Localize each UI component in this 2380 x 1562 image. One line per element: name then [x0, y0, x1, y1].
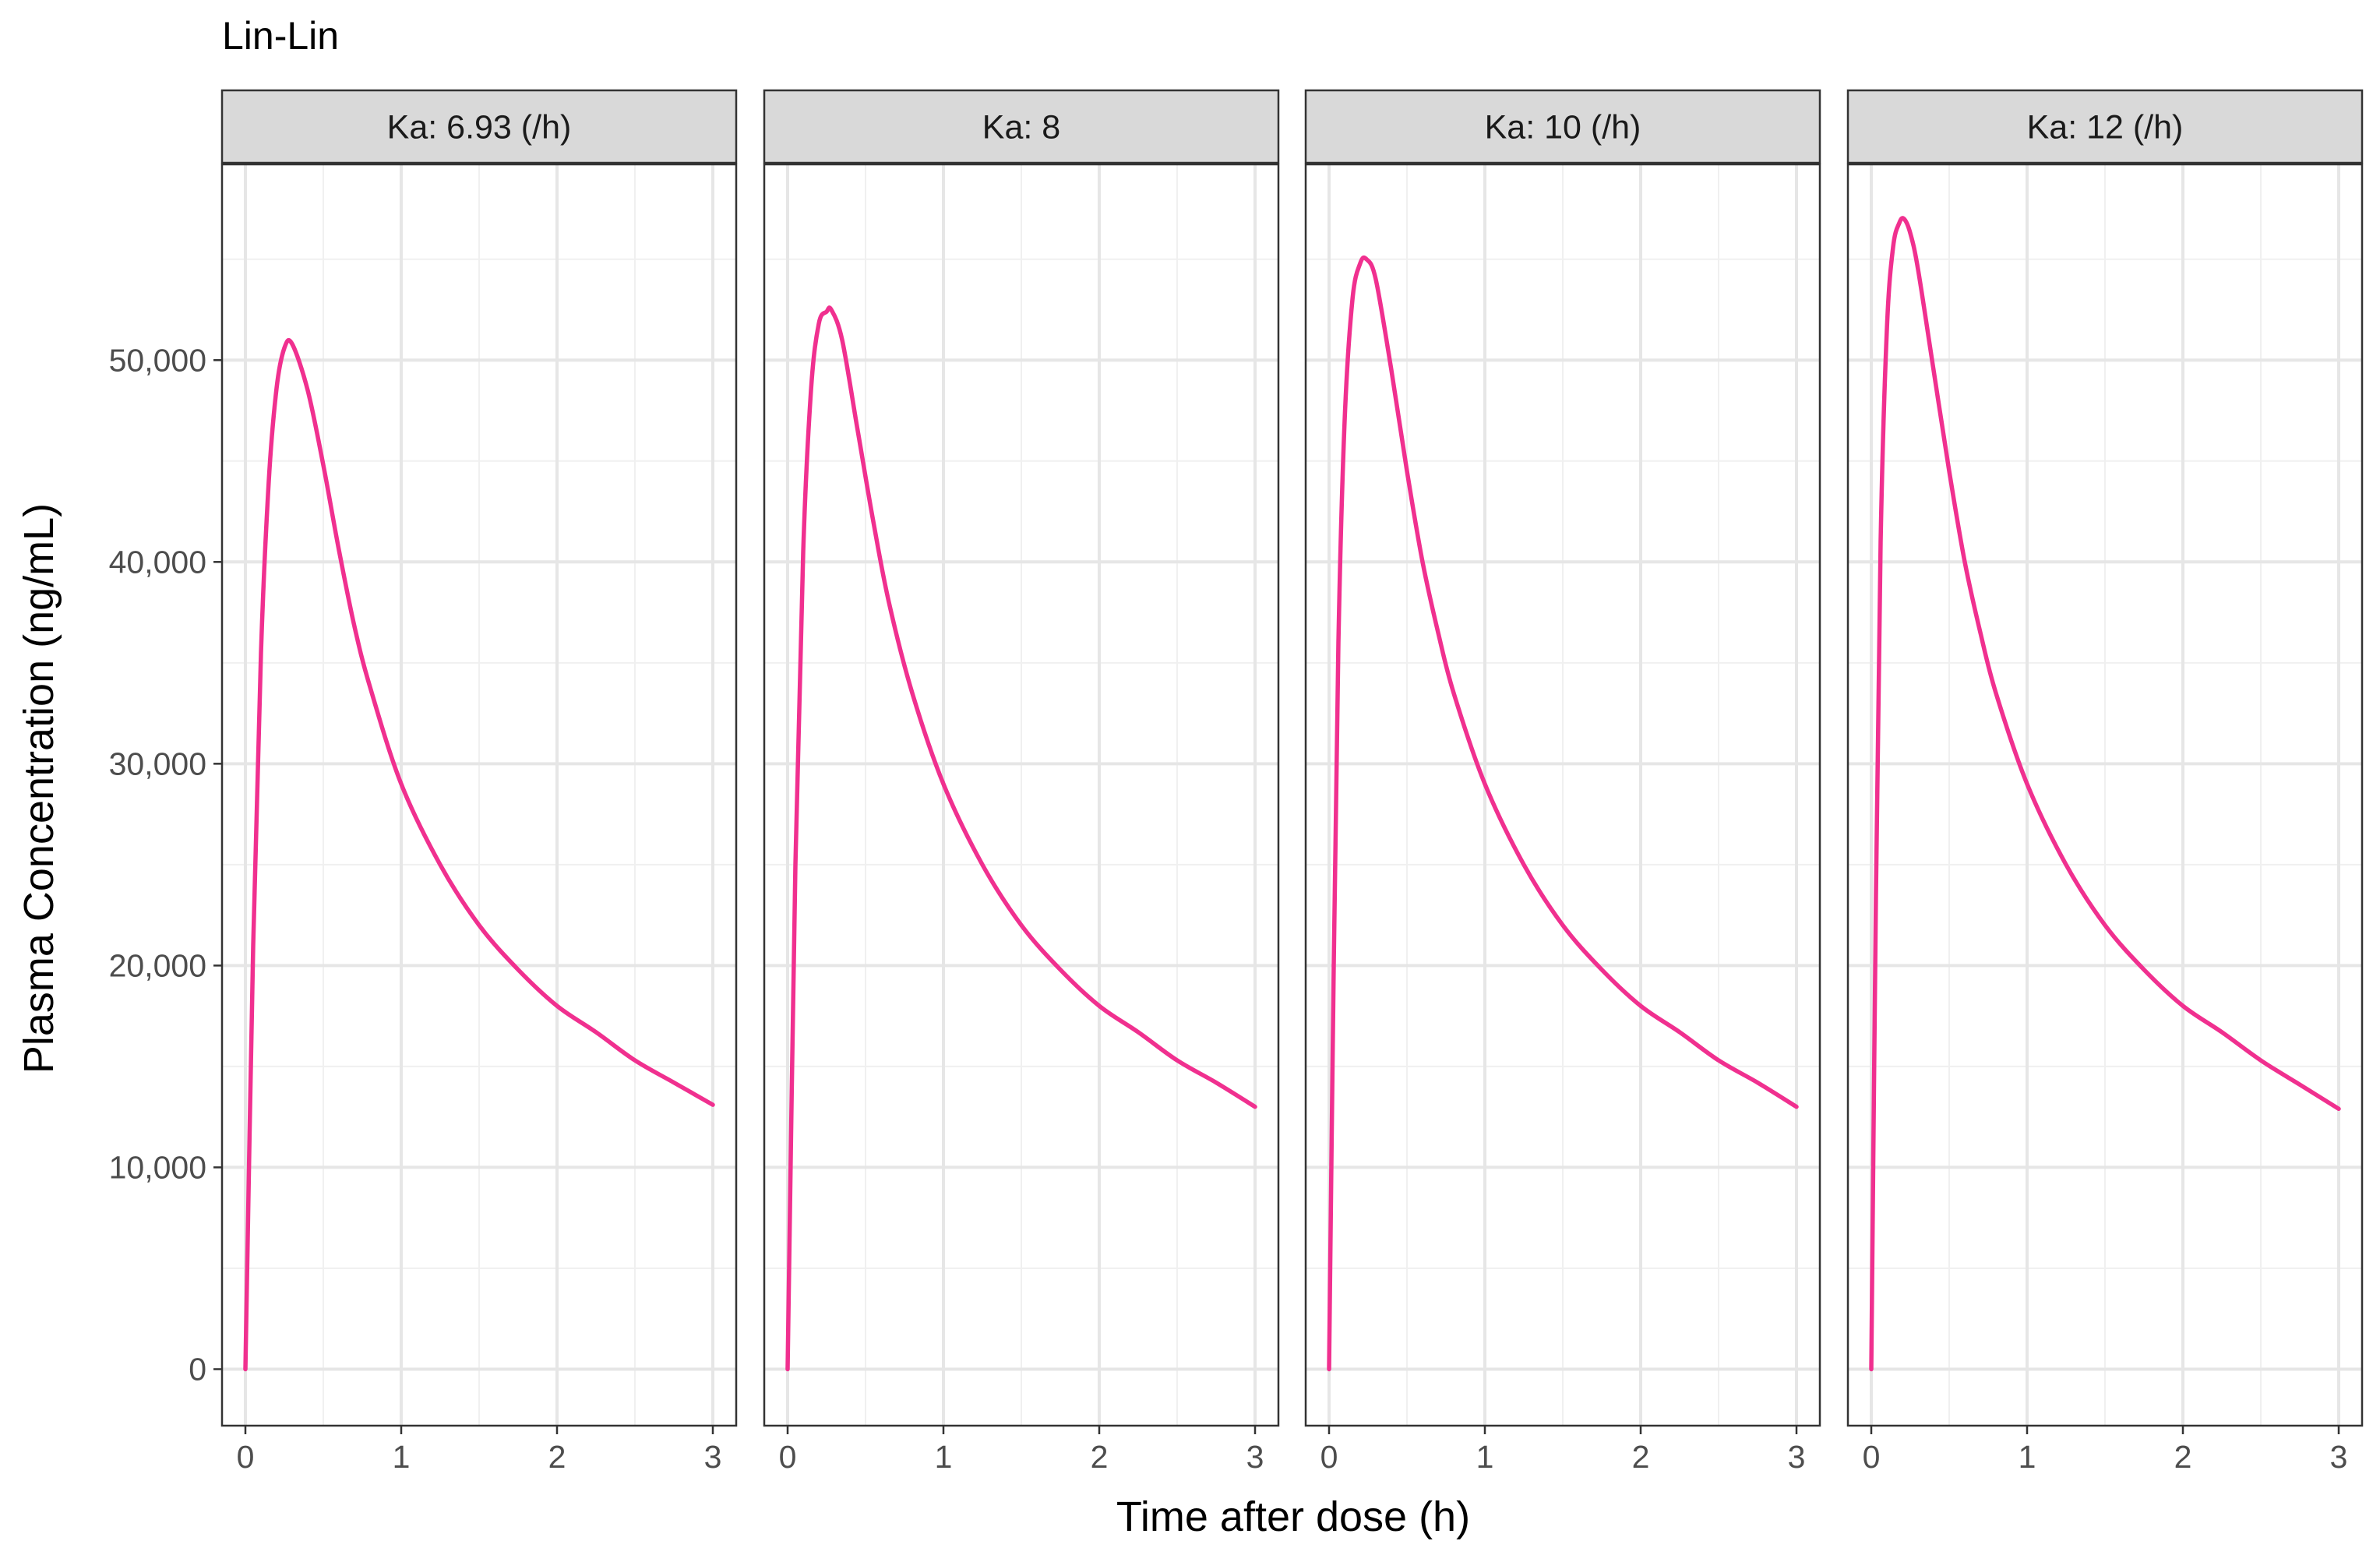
panel-1: Ka: 6.93 (/h) 0 1 2 3	[220, 89, 738, 1475]
panel-3: Ka: 10 (/h) 0 1 2 3	[1304, 89, 1821, 1475]
x-tick-label: 3	[1788, 1439, 1806, 1475]
y-axis-title: Plasma Concentration (ng/mL)	[16, 503, 62, 1074]
panels: Ka: 6.93 (/h) 0 1 2 3 Ka: 8 0 1 2 3 Ka: 10 (/h) 0 1 2…	[220, 89, 2364, 1475]
series-line	[243, 337, 715, 1372]
panel-strip	[1846, 89, 2364, 164]
panel-strip-label: Ka: 12 (/h)	[2027, 109, 2184, 146]
chart-title: Lin-Lin	[222, 14, 339, 58]
x-tick-label: 2	[1091, 1439, 1109, 1475]
y-axis: 0 10,000 20,000 30,000 40,000 50,000	[109, 342, 222, 1387]
x-tick-label: 1	[393, 1439, 411, 1475]
panel-border	[1846, 163, 2364, 1427]
series-line	[785, 305, 1257, 1372]
panel-strip-label: Ka: 8	[982, 109, 1060, 146]
x-tick-label: 0	[237, 1439, 255, 1475]
series-line	[1869, 216, 2341, 1372]
panel-strip-label: Ka: 10 (/h)	[1485, 109, 1641, 146]
panel-strip-label: Ka: 6.93 (/h)	[387, 109, 572, 146]
panel-strip	[763, 89, 1280, 164]
x-tick-label: 2	[548, 1439, 566, 1475]
panel-strip	[1304, 89, 1821, 164]
y-tick-label: 30,000	[109, 746, 206, 781]
x-tick-label: 0	[1863, 1439, 1881, 1475]
x-tick-label: 1	[1476, 1439, 1494, 1475]
x-tick-label: 0	[779, 1439, 797, 1475]
y-tick-label: 50,000	[109, 342, 206, 378]
panel-border	[220, 163, 738, 1427]
x-axis-title: Time after dose (h)	[1116, 1493, 1470, 1540]
panel-border	[763, 163, 1280, 1427]
x-tick-label: 3	[704, 1439, 722, 1475]
x-tick-label: 1	[2019, 1439, 2036, 1475]
x-tick-label: 3	[1246, 1439, 1264, 1475]
panel-border	[1304, 163, 1821, 1427]
y-tick-label: 0	[189, 1351, 206, 1387]
series-line	[1327, 255, 1799, 1372]
y-tick-label: 20,000	[109, 947, 206, 983]
panel-4: Ka: 12 (/h) 0 1 2 3	[1846, 89, 2364, 1475]
panel-2: Ka: 8 0 1 2 3	[763, 89, 1280, 1475]
panel-strip	[220, 89, 738, 164]
x-tick-label: 3	[2330, 1439, 2348, 1475]
x-tick-label: 2	[1632, 1439, 1650, 1475]
y-tick-label: 40,000	[109, 544, 206, 580]
x-tick-label: 1	[935, 1439, 953, 1475]
x-tick-label: 0	[1320, 1439, 1338, 1475]
y-tick-label: 10,000	[109, 1149, 206, 1185]
x-tick-label: 2	[2174, 1439, 2192, 1475]
